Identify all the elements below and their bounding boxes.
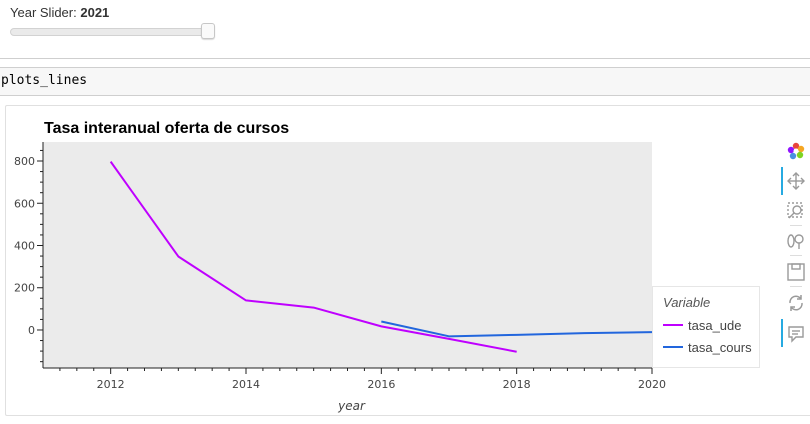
legend-swatch <box>663 324 683 326</box>
x-tick-label: 2020 <box>638 378 666 391</box>
year-slider-handle[interactable] <box>201 23 215 39</box>
box-zoom-icon[interactable] <box>786 201 806 221</box>
hover-icon[interactable] <box>786 324 806 344</box>
year-slider-caption: Year Slider: <box>10 5 77 20</box>
pan-icon[interactable] <box>786 171 806 191</box>
toolbar-separator <box>790 286 802 287</box>
legend-item-tasa-ude[interactable]: tasa_ude <box>663 317 742 333</box>
y-tick-label: 600 <box>14 197 35 210</box>
code-cell[interactable] <box>0 67 810 96</box>
x-axis: 2012 2014 2016 2018 2020 <box>43 367 666 391</box>
legend <box>652 286 760 368</box>
hover-active-indicator <box>781 319 783 347</box>
toolbar-separator <box>790 255 802 256</box>
legend-item-tasa-cours[interactable]: tasa_cours <box>663 339 752 355</box>
legend-title: Variable <box>663 295 711 310</box>
legend-swatch <box>663 346 683 348</box>
line-chart[interactable]: 0 200 400 600 800 2012 2014 2016 2018 2020 year <box>0 130 780 424</box>
reset-icon[interactable] <box>786 293 806 313</box>
series-line-tasa-cours[interactable] <box>381 320 653 338</box>
year-slider-value: 2021 <box>80 5 110 20</box>
x-axis-title: year <box>337 399 366 413</box>
save-icon[interactable] <box>786 262 806 282</box>
legend-label: tasa_ude <box>688 317 742 333</box>
y-axis: 0 200 400 600 800 <box>14 142 44 368</box>
series-line-tasa-ude[interactable] <box>109 161 517 353</box>
bokeh-logo-icon[interactable] <box>786 141 806 161</box>
x-tick-label: 2016 <box>367 378 395 391</box>
y-tick-label: 200 <box>14 282 35 295</box>
y-tick-label: 800 <box>14 155 35 168</box>
output-divider <box>0 58 810 59</box>
pan-active-indicator <box>781 167 783 195</box>
plot-area <box>43 142 652 368</box>
year-slider-track[interactable] <box>10 28 214 36</box>
code-cell-text: plots_lines <box>1 73 88 88</box>
legend-label: tasa_cours <box>688 339 752 355</box>
x-tick-label: 2012 <box>97 378 125 391</box>
x-tick-label: 2018 <box>503 378 531 391</box>
plot-toolbar <box>780 138 810 353</box>
toolbar-separator <box>790 225 802 226</box>
wheel-zoom-icon[interactable] <box>786 231 806 251</box>
chart-title: Tasa interanual oferta de cursos <box>44 120 290 137</box>
year-slider-label: Year Slider: 2021 <box>10 5 109 20</box>
y-tick-label: 0 <box>28 324 35 337</box>
x-tick-label: 2014 <box>232 378 260 391</box>
y-tick-label: 400 <box>14 239 35 252</box>
series-layer <box>109 161 653 353</box>
